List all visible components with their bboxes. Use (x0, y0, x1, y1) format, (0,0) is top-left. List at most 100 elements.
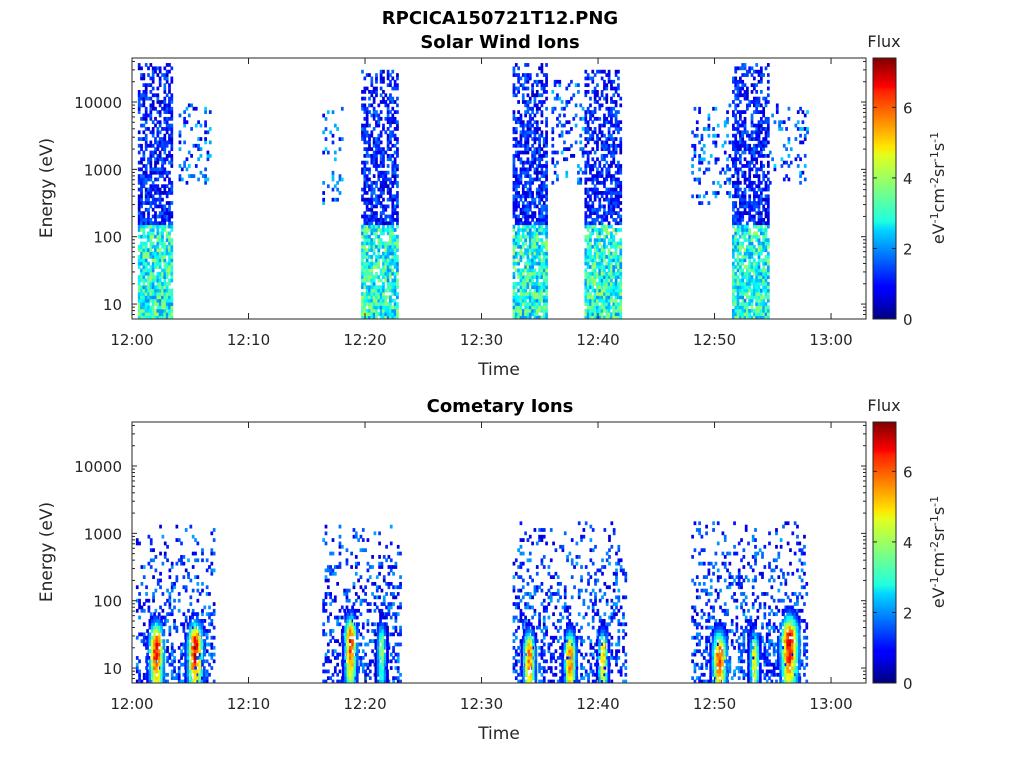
flux-cell (396, 140, 399, 145)
flux-cell (596, 261, 599, 266)
flux-cell (168, 292, 171, 296)
flux-cell (156, 228, 160, 232)
flux-cell (382, 265, 385, 269)
flux-cell (166, 679, 169, 684)
flux-cell (614, 271, 618, 276)
flux-cell (365, 130, 369, 135)
flux-cell (163, 315, 167, 320)
flux-cell (149, 281, 153, 286)
flux-cell (617, 302, 620, 306)
flux-cell (617, 211, 620, 215)
flux-cell (170, 659, 174, 664)
flux-cell (766, 86, 770, 91)
flux-cell (600, 278, 604, 283)
flux-cell (752, 251, 756, 256)
flux-cell (545, 312, 548, 317)
flux-cell (151, 197, 155, 202)
flux-cell (322, 622, 326, 627)
flux-cell (368, 261, 371, 266)
flux-cell (144, 174, 148, 178)
flux-cell (533, 255, 537, 259)
flux-cell (389, 214, 392, 219)
flux-cell (528, 187, 532, 192)
flux-cell (175, 575, 179, 579)
flux-cell (151, 315, 155, 320)
flux-cell (545, 214, 548, 219)
flux-cell (142, 295, 146, 300)
flux-cell (336, 187, 340, 192)
flux-cell (607, 261, 611, 266)
flux-cell (607, 207, 611, 212)
flux-cell (158, 255, 162, 259)
flux-cell (755, 167, 759, 172)
flux-cell (591, 255, 595, 259)
flux-cell (750, 238, 754, 242)
flux-cell (762, 187, 766, 192)
flux-cell (739, 130, 742, 135)
flux-cell (517, 100, 520, 104)
flux-cell (600, 295, 604, 300)
flux-cell (165, 308, 169, 313)
flux-cell (614, 147, 618, 152)
flux-cell (151, 86, 155, 91)
flux-cell (531, 238, 534, 242)
flux-cell (531, 116, 534, 121)
flux-cell (384, 217, 388, 222)
flux-cell (329, 676, 333, 681)
flux-cell (538, 93, 541, 98)
flux-cell (538, 201, 541, 205)
flux-cell (368, 214, 371, 219)
flux-cell (210, 652, 214, 657)
flux-cell (752, 268, 756, 273)
flux-cell (370, 224, 374, 229)
flux-cell (158, 251, 162, 256)
flux-cell (326, 578, 330, 583)
flux-cell (752, 292, 756, 296)
flux-cell (556, 79, 559, 84)
flux-cell (739, 187, 742, 192)
flux-cell (514, 305, 518, 310)
flux-cell (526, 143, 530, 148)
flux-cell (528, 278, 532, 283)
flux-cell (140, 197, 143, 202)
flux-cell (372, 143, 376, 148)
flux-cell (161, 244, 164, 249)
flux-cell (161, 191, 164, 195)
x-axis-solar-wind: 12:00 12:10 12:20 12:30 12:40 12:50 13:00 (110, 58, 853, 349)
flux-cell (614, 191, 618, 195)
flux-cell (736, 231, 740, 236)
flux-cell (746, 305, 749, 310)
flux-cell (723, 150, 727, 155)
flux-cell (165, 120, 169, 125)
flux-cell (363, 187, 367, 192)
flux-cell (521, 191, 525, 195)
flux-cell (531, 244, 534, 249)
flux-cell (732, 180, 735, 185)
flux-cell (396, 197, 399, 202)
flux-cell (512, 228, 516, 232)
flux-cell (732, 224, 735, 229)
flux-cell (158, 248, 162, 253)
flux-cell (161, 308, 164, 313)
flux-cell (533, 241, 537, 246)
flux-cell (766, 73, 770, 77)
flux-cell (614, 164, 618, 168)
flux-cell (170, 585, 174, 590)
flux-cell (156, 251, 160, 256)
flux-cell (607, 170, 611, 175)
flux-cell (540, 258, 544, 263)
flux-cell (755, 224, 759, 229)
flux-cell (542, 150, 546, 155)
flux-cell (610, 79, 613, 84)
flux-cell (607, 221, 611, 226)
flux-cell (579, 177, 583, 182)
flux-cell (389, 96, 392, 101)
flux-cell (545, 241, 548, 246)
flux-cell (775, 103, 779, 108)
flux-cell (182, 622, 186, 627)
flux-cell (736, 123, 740, 128)
flux-cell (528, 224, 532, 229)
flux-cell (778, 127, 781, 131)
flux-cell (386, 83, 390, 88)
flux-cell (748, 281, 752, 286)
